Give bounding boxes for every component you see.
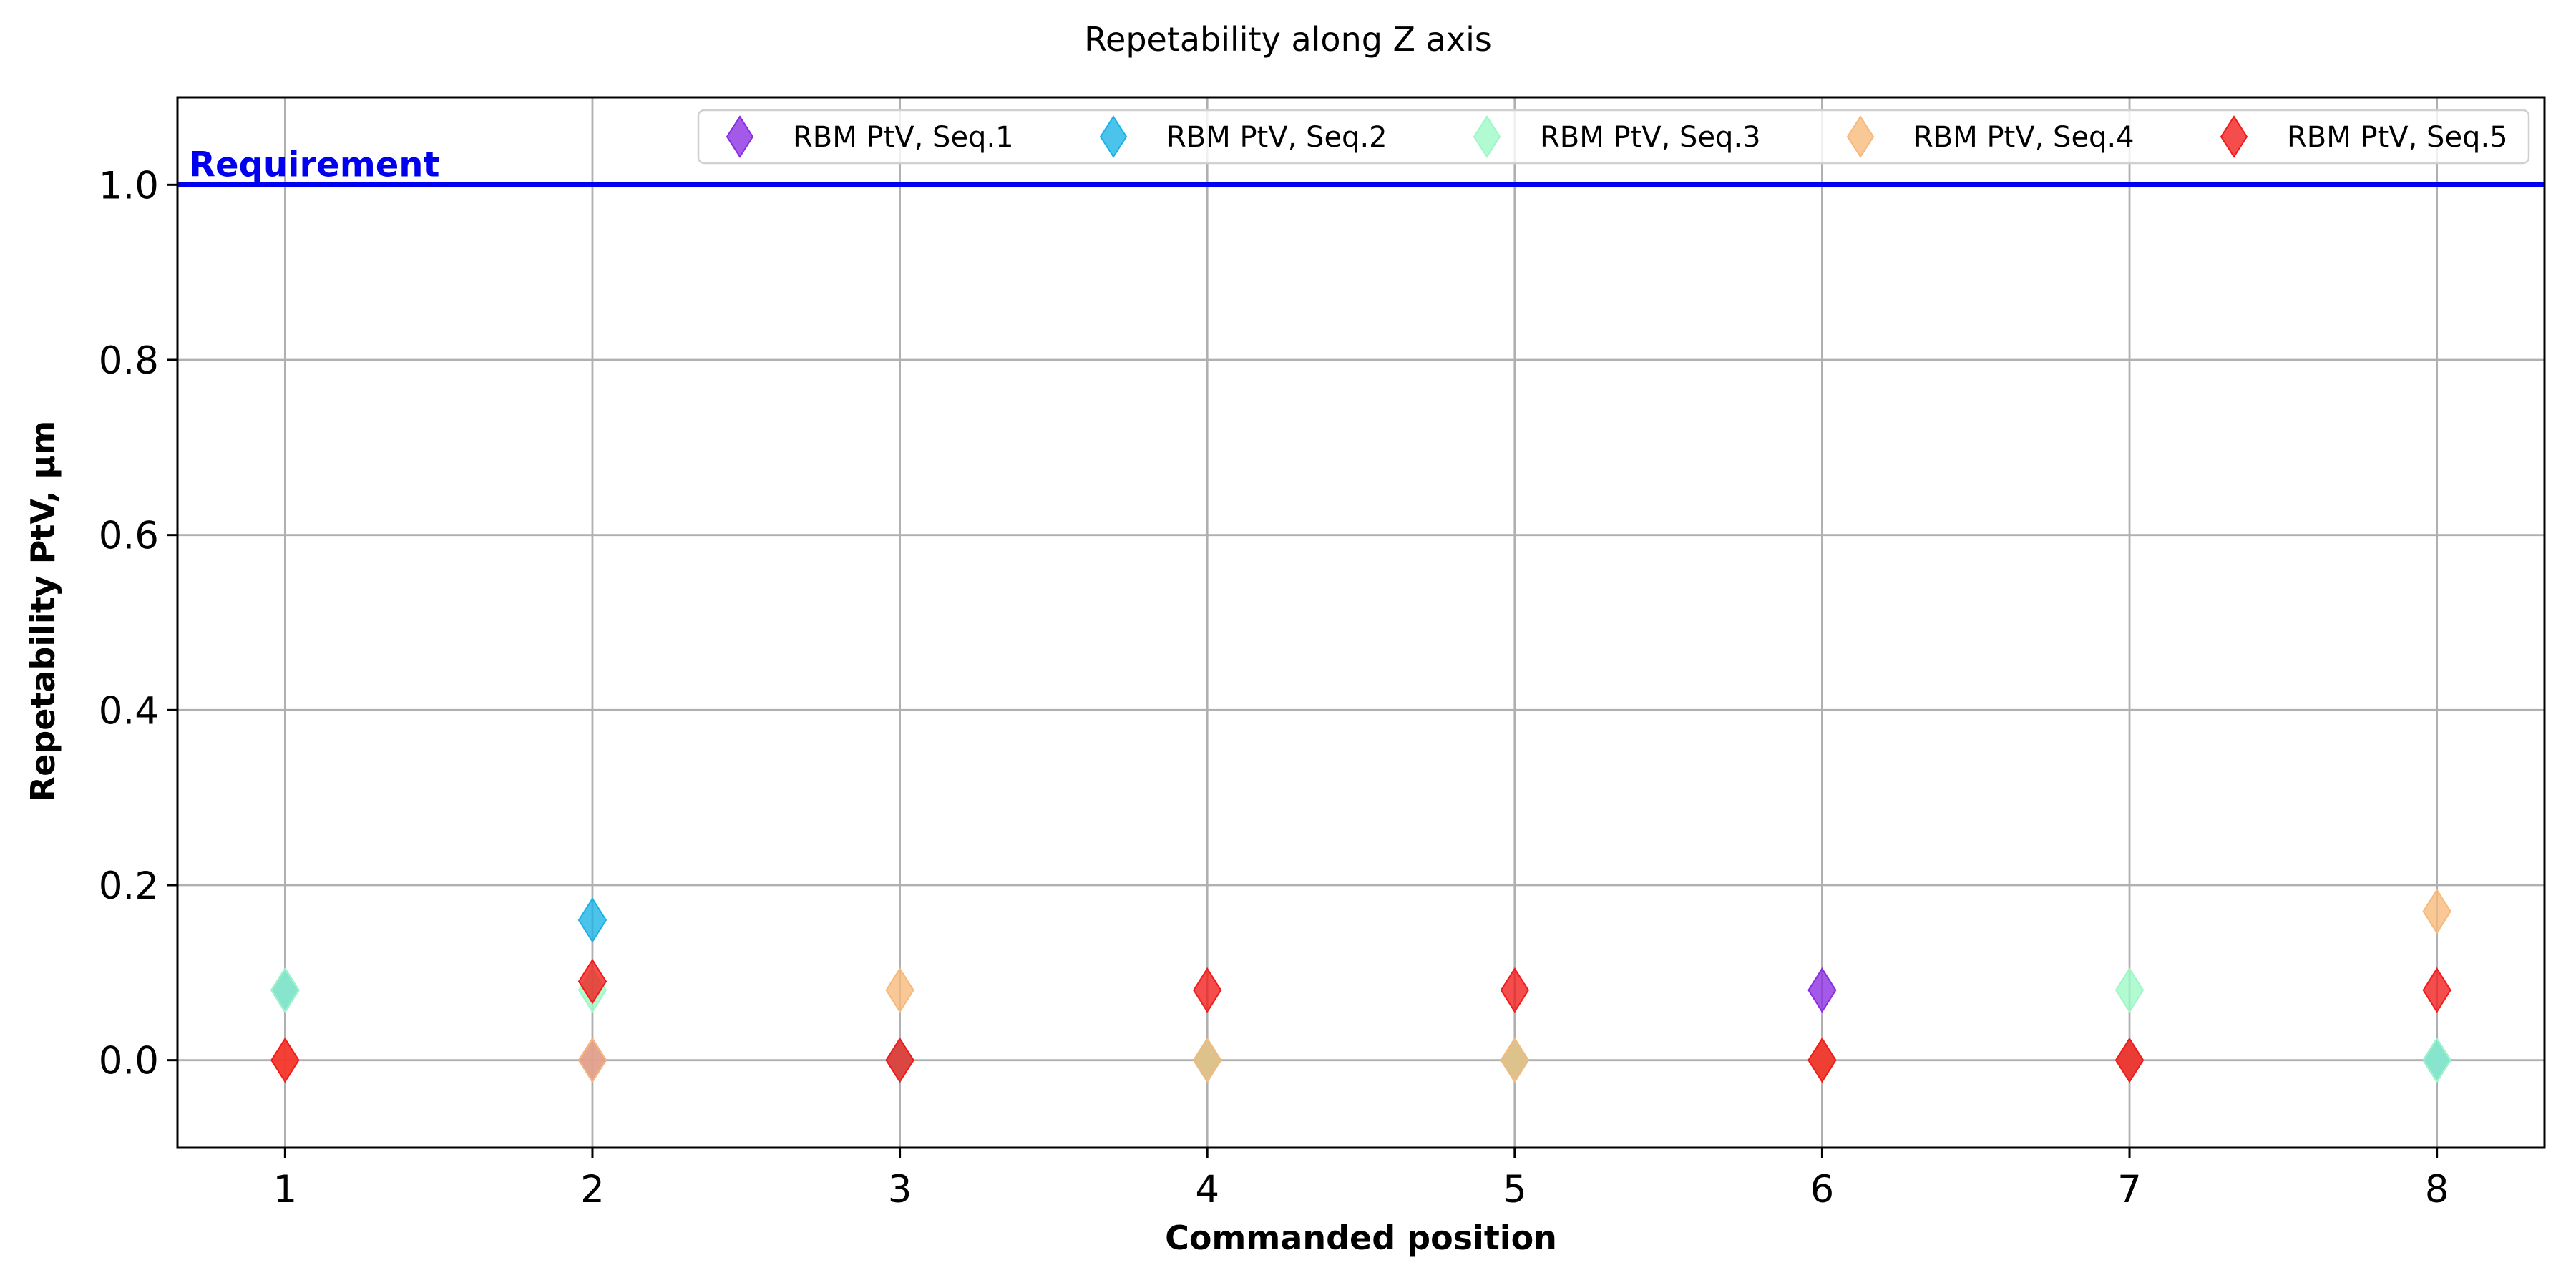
y-axis: 0.0 0.2 0.4 0.6 0.8 1.0 (99, 164, 177, 1083)
legend-label: RBM PtV, Seq.1 (793, 121, 1014, 154)
legend-marker (726, 115, 754, 158)
x-axis-title: Commanded position (1165, 1219, 1557, 1257)
y-tick-label: 0.2 (99, 864, 159, 908)
data-point-seq4 (885, 967, 914, 1013)
y-axis-title: Repetability PtV, µm (24, 421, 62, 802)
y-tick-label: 0.0 (99, 1040, 159, 1083)
y-tick-label: 1.0 (99, 164, 159, 208)
x-tick-label: 1 (273, 1168, 297, 1211)
data-point-seq5 (2114, 1037, 2145, 1083)
data-point-seq1 (1807, 967, 1837, 1013)
data-point-seq3 (2114, 967, 2145, 1013)
legend-box (697, 109, 2530, 165)
x-tick-label: 3 (888, 1168, 912, 1211)
legend-label: RBM PtV, Seq.4 (1913, 121, 2135, 154)
data-points (270, 888, 2451, 1083)
legend-label: RBM PtV, Seq.2 (1166, 121, 1387, 154)
plot-frame (176, 96, 2546, 1149)
requirement-label: Requirement (189, 145, 439, 185)
legend-label: RBM PtV, Seq.5 (2287, 121, 2508, 154)
data-point-seq4 (2422, 888, 2451, 935)
legend: RBM PtV, Seq.1 RBM PtV, Seq.2 RBM PtV, Seq… (697, 109, 2530, 165)
y-tick-label: 0.8 (99, 339, 159, 383)
legend-marker (1846, 115, 1875, 158)
x-tick-label: 2 (580, 1168, 605, 1211)
x-tick-label: 6 (1810, 1168, 1835, 1211)
y-tick-label: 0.6 (99, 514, 159, 558)
x-axis: 1 2 3 4 5 6 7 8 (273, 1148, 2449, 1211)
y-tick-label: 0.4 (99, 689, 159, 733)
grid (177, 97, 2545, 1148)
x-tick-label: 7 (2117, 1168, 2142, 1211)
legend-marker (1473, 115, 1501, 158)
data-point-seq5 (885, 1037, 914, 1083)
data-point-seq5 (577, 958, 608, 1005)
x-tick-label: 4 (1195, 1168, 1219, 1211)
data-point-seq5 (1807, 1037, 1837, 1083)
legend-marker (2220, 115, 2248, 158)
data-point-seq2 (577, 897, 608, 943)
data-point-seq4 (1500, 1037, 1529, 1083)
legend-label: RBM PtV, Seq.3 (1540, 121, 1761, 154)
x-tick-label: 8 (2425, 1168, 2449, 1211)
data-point-seq3 (2422, 1037, 2451, 1083)
data-point-seq3 (270, 967, 300, 1013)
requirement-group: Requirement (177, 145, 2545, 187)
data-point-seq5 (1500, 967, 1529, 1013)
data-point-seq4 (1193, 1037, 1222, 1083)
data-point-seq5 (270, 1037, 300, 1083)
data-point-seq5 (2422, 967, 2451, 1013)
chart-title: Repetability along Z axis (1084, 20, 1492, 59)
legend-marker (1099, 115, 1128, 158)
x-tick-label: 5 (1503, 1168, 1527, 1211)
data-point-seq4 (577, 1037, 608, 1083)
data-point-seq5 (1193, 967, 1222, 1013)
